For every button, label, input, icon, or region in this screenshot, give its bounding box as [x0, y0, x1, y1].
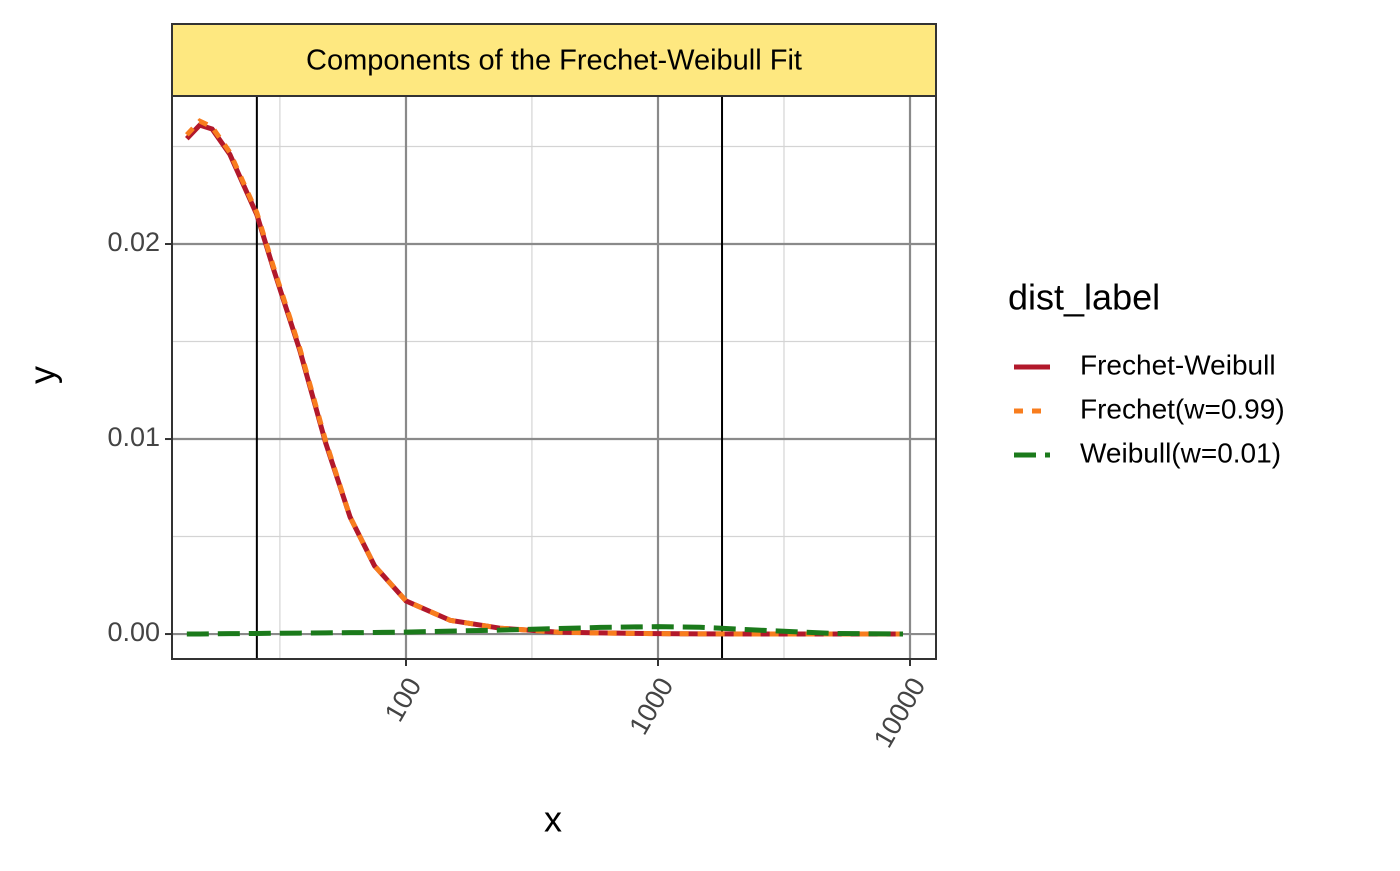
y-tick-label: 0.02	[107, 227, 160, 257]
legend-label: Frechet(w=0.99)	[1080, 393, 1285, 424]
strip	[171, 23, 937, 97]
x-tick-label: 10000	[868, 673, 932, 753]
series-line	[185, 118, 904, 637]
y-axis-title: y	[22, 366, 63, 384]
legend-label: Frechet-Weibull	[1080, 349, 1276, 380]
x-tick-label: 1000	[623, 673, 679, 740]
x-tick-label: 100	[379, 673, 428, 727]
x-axis-title: x	[544, 799, 562, 840]
y-tick-label: 0.01	[107, 422, 160, 452]
chart-title: Components of the Frechet-Weibull Fit	[306, 45, 802, 77]
panel-border	[171, 95, 937, 660]
legend-title: dist_label	[1008, 277, 1160, 318]
y-tick-label: 0.00	[107, 617, 160, 647]
series-line	[185, 122, 904, 637]
series-line	[186, 624, 904, 637]
legend-label: Weibull(w=0.01)	[1080, 437, 1281, 468]
